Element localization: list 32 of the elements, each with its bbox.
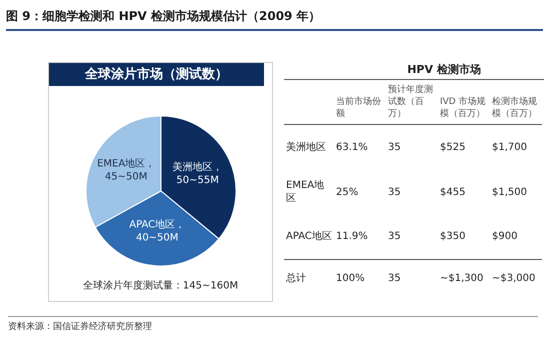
category-label: 预计年度测试数（百万） <box>387 84 434 121</box>
text: $350 <box>440 231 466 242</box>
slice-label: EMEA地区， 45~50M <box>97 157 156 182</box>
text: $1,500 <box>492 186 527 198</box>
category-label: 美洲地区 <box>286 142 326 153</box>
category-label: IVD 市场规模（百万） <box>439 96 487 121</box>
text: 25% <box>336 186 358 198</box>
text: 35 <box>388 186 401 198</box>
text: 35 <box>388 231 401 242</box>
text: 全球涂片年度测试量：145~160M <box>82 280 238 292</box>
text: $455 <box>440 186 466 198</box>
chart-subtitle: 全球涂片市场（测试数） <box>84 66 228 82</box>
category-label: APAC地区 <box>286 231 332 242</box>
text: 35 <box>388 273 401 284</box>
text: 资料来源：国信证券经济研究所整理 <box>8 316 538 333</box>
category-label: EMEA地区 <box>286 180 324 204</box>
text: 63.1% <box>336 142 368 153</box>
slice-label: 美洲地区， 50~55M <box>172 160 223 186</box>
category-label: 当前市场份额 <box>335 96 382 121</box>
category-label: 总计 <box>286 273 306 284</box>
text: 100% <box>336 273 365 284</box>
text: $900 <box>492 231 518 242</box>
category-label: 检测市场规模（百万） <box>491 96 538 121</box>
text: ~$1,300 <box>440 273 484 284</box>
text: $525 <box>440 142 466 153</box>
text: 11.9% <box>336 231 368 242</box>
text: 35 <box>388 142 401 153</box>
slice-label: APAC地区， 40~50M <box>129 218 186 244</box>
text: ~$3,000 <box>492 273 536 284</box>
text: $1,700 <box>492 142 527 153</box>
chart-title: 图 9：细胞学检测和 HPV 检测市场规模估计（2009 年） <box>6 8 543 31</box>
text: HPV 检测市场 <box>284 62 544 80</box>
